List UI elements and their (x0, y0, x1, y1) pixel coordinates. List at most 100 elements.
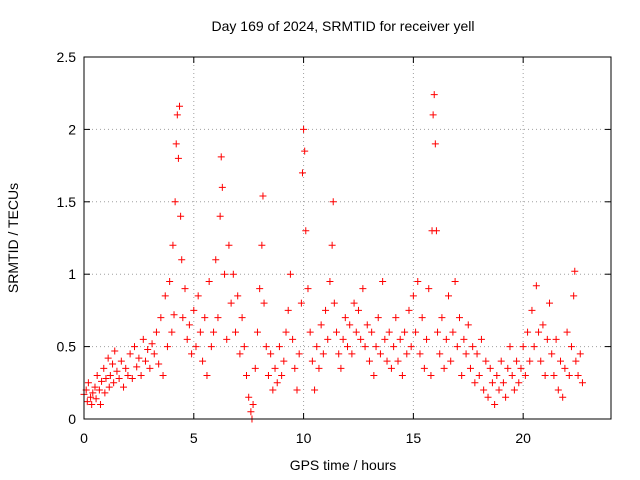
data-point (105, 383, 113, 391)
data-point (173, 111, 181, 119)
data-point (539, 321, 547, 329)
data-point (486, 364, 494, 372)
data-point (473, 350, 481, 358)
data-point (447, 357, 455, 365)
data-point (174, 154, 182, 162)
data-point (106, 372, 114, 380)
data-point (530, 343, 538, 351)
data-point (341, 314, 349, 322)
data-point (133, 363, 141, 371)
data-point (148, 340, 156, 348)
data-point (381, 335, 389, 343)
data-point (139, 335, 147, 343)
data-point (407, 343, 415, 351)
data-point (161, 292, 169, 300)
data-point (418, 314, 426, 322)
data-point (348, 350, 356, 358)
data-point (442, 335, 450, 343)
data-point (83, 398, 91, 406)
y-tick-label: 2 (68, 121, 76, 137)
data-points (80, 91, 586, 423)
data-point (493, 372, 501, 380)
data-point (157, 314, 165, 322)
data-point (376, 350, 384, 358)
data-point (203, 372, 211, 380)
data-point (460, 335, 468, 343)
data-point (436, 350, 444, 358)
data-point (295, 350, 303, 358)
data-point (89, 389, 97, 397)
data-point (84, 379, 92, 387)
data-point (185, 321, 193, 329)
data-point (163, 343, 171, 351)
data-point (329, 198, 337, 206)
data-point (260, 299, 268, 307)
data-point (172, 140, 180, 148)
data-point (466, 364, 474, 372)
data-point (440, 364, 448, 372)
data-point (178, 256, 186, 264)
data-point (480, 386, 488, 394)
y-tick-label: 0.5 (57, 339, 77, 355)
x-axis-label: GPS time / hours (290, 457, 397, 473)
data-point (238, 314, 246, 322)
data-point (372, 343, 380, 351)
data-point (526, 357, 534, 365)
x-tick-label: 0 (80, 430, 88, 446)
data-point (337, 364, 345, 372)
data-point (396, 335, 404, 343)
data-point (317, 321, 325, 329)
data-point (403, 350, 411, 358)
data-point (126, 350, 134, 358)
data-point (201, 314, 209, 322)
data-point (423, 335, 431, 343)
data-point (484, 393, 492, 401)
data-point (370, 372, 378, 380)
data-point (302, 227, 310, 235)
data-point (181, 285, 189, 293)
data-point (482, 357, 490, 365)
data-point (298, 169, 306, 177)
data-point (311, 386, 319, 394)
data-point (242, 372, 250, 380)
data-point (517, 364, 525, 372)
data-point (146, 364, 154, 372)
data-point (249, 401, 257, 409)
data-point (359, 285, 367, 293)
data-point (458, 372, 466, 380)
data-point (344, 343, 351, 351)
data-point (223, 335, 231, 343)
data-point (416, 350, 424, 358)
data-point (293, 386, 301, 394)
data-point (150, 350, 158, 358)
data-point (168, 328, 176, 336)
data-point (207, 343, 215, 351)
data-point (92, 395, 100, 403)
data-point (339, 335, 347, 343)
data-point (166, 277, 174, 285)
data-point (445, 292, 453, 300)
data-point (98, 377, 106, 385)
data-point (532, 282, 540, 290)
data-point (240, 343, 248, 351)
data-point (171, 198, 179, 206)
data-point (495, 386, 503, 394)
data-point (543, 335, 551, 343)
data-point (563, 328, 571, 336)
data-point (535, 328, 543, 336)
y-axis-label: SRMTID / TECUs (5, 183, 21, 293)
data-point (278, 372, 286, 380)
data-point (269, 386, 277, 394)
data-point (519, 343, 527, 351)
data-point (508, 372, 516, 380)
x-tick-label: 5 (190, 430, 198, 446)
data-point (144, 345, 152, 353)
data-point (192, 343, 200, 351)
x-tick-label: 20 (515, 430, 531, 446)
data-point (425, 285, 433, 293)
data-point (414, 277, 422, 285)
data-point (354, 306, 362, 314)
data-point (221, 270, 229, 278)
data-point (102, 374, 110, 382)
